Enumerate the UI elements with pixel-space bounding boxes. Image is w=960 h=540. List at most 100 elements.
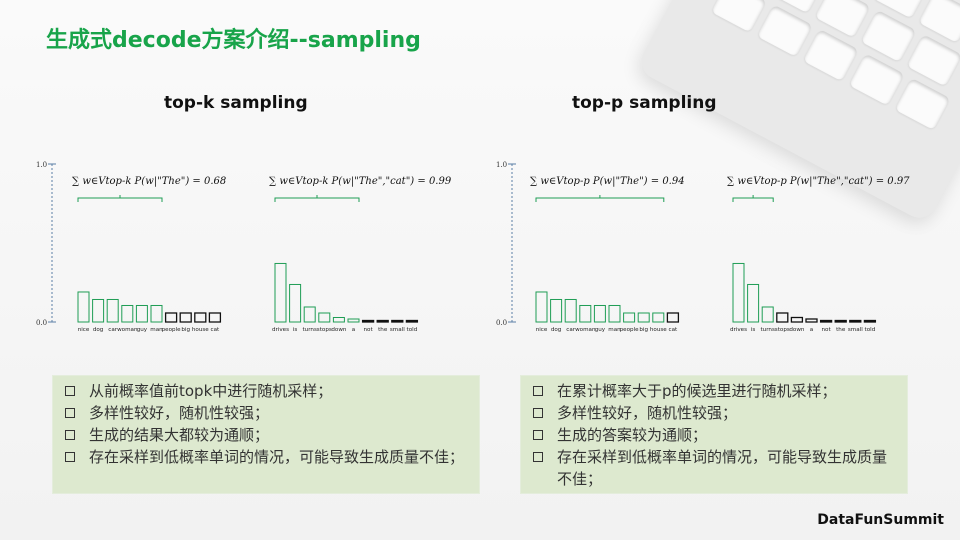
y-tick-label: 0.0 (36, 319, 47, 327)
x-tick-label: man (150, 327, 163, 333)
bar-mark (652, 312, 665, 323)
bar-mark (666, 312, 680, 323)
formula-label: ∑ w∈Vtop-k P(w|"The","cat") = 0.99 (269, 176, 452, 187)
topp-summary-box: 在累计概率大于p的候选里进行随机采样； 多样性较好，随机性较强； 生成的答案较为… (520, 375, 908, 494)
bar-mark (194, 312, 207, 323)
bar-mark (564, 298, 577, 323)
bullet-text: 存在采样到低概率单词的情况，可能导致生成质量不佳； (557, 448, 888, 488)
x-tick-label: down (331, 327, 347, 333)
bullet-item: 生成的结果大都较为通顺； (53, 424, 479, 446)
bar-mark (805, 318, 818, 323)
x-tick-label: people (162, 327, 182, 333)
bullet-text: 生成的答案较为通顺； (557, 426, 708, 444)
x-tick-label: a (810, 327, 813, 333)
bullet-text: 多样性较好，随机性较强； (557, 404, 738, 422)
x-tick-label: the (836, 327, 846, 333)
bullet-text: 多样性较好，随机性较强； (89, 404, 270, 422)
bar-mark (623, 312, 636, 323)
x-tick-label: guy (595, 327, 606, 333)
bar-mark (150, 304, 163, 323)
bar-mark (550, 298, 563, 323)
bar-mark (164, 312, 178, 323)
topp-charts: 1.0 0.0 ∑ w∈Vtop-p P(w|"The") = 0.94 nice do… (490, 150, 930, 344)
x-tick-label: told (865, 327, 876, 333)
bar-mark (318, 312, 331, 323)
square-bullet-icon (65, 452, 75, 462)
y-tick-label: 1.0 (496, 161, 507, 169)
bar-mark (274, 262, 287, 323)
bullet-item: 多样性较好，随机性较强； (53, 402, 479, 424)
x-tick-label: is (293, 327, 298, 333)
square-bullet-icon (533, 452, 543, 462)
x-tick-label: cat (211, 327, 221, 333)
topk-summary-box: 从前概率值前topk中进行随机采样； 多样性较好，随机性较强； 生成的结果大都较… (52, 375, 480, 494)
x-tick-label: is (751, 327, 756, 333)
selection-bracket (535, 197, 665, 202)
bar-mark (849, 319, 862, 323)
x-tick-label: man (608, 327, 621, 333)
selection-bracket (274, 197, 360, 202)
formula-label: ∑ w∈Vtop-p P(w|"The","cat") = 0.97 (727, 176, 910, 187)
x-tick-label: not (364, 327, 374, 333)
bar-mark (77, 291, 90, 323)
bar-mark (376, 319, 389, 323)
selection-bracket (732, 197, 774, 202)
formula-label: ∑ w∈Vtop-k P(w|"The") = 0.68 (72, 176, 226, 187)
bullet-item: 从前概率值前topk中进行随机采样； (53, 380, 479, 402)
bar-mark (361, 319, 375, 323)
bar-mark (121, 304, 134, 323)
bar-mark (747, 283, 760, 323)
brand-logo-text: DataFunSummit (817, 512, 944, 528)
x-tick-label: car (108, 327, 118, 333)
x-tick-label: down (789, 327, 805, 333)
x-tick-label: dog (551, 327, 562, 333)
bar-mark (637, 312, 650, 323)
bar-mark (776, 312, 789, 323)
bar-mark (608, 304, 621, 323)
selection-bracket (77, 197, 163, 202)
x-tick-label: nice (536, 327, 548, 333)
bar-mark (834, 319, 847, 323)
topk-charts: 1.0 0.0 ∑ w∈Vtop-k P(w|"The") = 0.68 nice do… (30, 150, 470, 344)
x-tick-label: house (650, 327, 667, 333)
square-bullet-icon (65, 408, 75, 418)
square-bullet-icon (533, 386, 543, 396)
bar-mark (135, 304, 148, 323)
x-tick-label: the (378, 327, 388, 333)
bar-mark (332, 316, 345, 323)
bar-mark (863, 319, 877, 323)
bar-mark (819, 319, 833, 323)
square-bullet-icon (533, 430, 543, 440)
x-tick-label: stops (317, 327, 332, 333)
bullet-item: 存在采样到低概率单词的情况，可能导致生成质量不佳； (521, 446, 907, 490)
bar-mark (208, 312, 222, 323)
bar-mark (405, 319, 419, 323)
bullet-text: 存在采样到低概率单词的情况，可能导致生成质量不佳； (89, 448, 465, 466)
square-bullet-icon (65, 386, 75, 396)
x-tick-label: turns (302, 327, 316, 333)
x-tick-label: dog (93, 327, 104, 333)
x-tick-label: drives (272, 327, 289, 333)
bar-mark (289, 283, 302, 323)
bar-mark (106, 298, 119, 323)
bullet-text: 生成的结果大都较为通顺； (89, 426, 270, 444)
bar-mark (761, 306, 774, 323)
bullet-item: 存在采样到低概率单词的情况，可能导致生成质量不佳； (53, 446, 479, 468)
bullet-item: 在累计概率大于p的候选里进行随机采样； (521, 380, 907, 402)
x-tick-label: a (352, 327, 355, 333)
bar-mark (92, 298, 105, 323)
x-tick-label: guy (137, 327, 148, 333)
slide-title: 生成式decode方案介绍--sampling (46, 28, 421, 53)
x-tick-label: small (848, 327, 863, 333)
x-tick-label: house (192, 327, 209, 333)
bullet-text: 在累计概率大于p的候选里进行随机采样； (557, 382, 837, 400)
formula-label: ∑ w∈Vtop-p P(w|"The") = 0.94 (530, 176, 685, 187)
bar-mark (535, 291, 548, 323)
bullet-item: 生成的答案较为通顺； (521, 424, 907, 446)
x-tick-label: woman (117, 327, 138, 333)
x-tick-label: small (390, 327, 405, 333)
bar-mark (579, 304, 592, 323)
x-tick-label: cat (669, 327, 679, 333)
